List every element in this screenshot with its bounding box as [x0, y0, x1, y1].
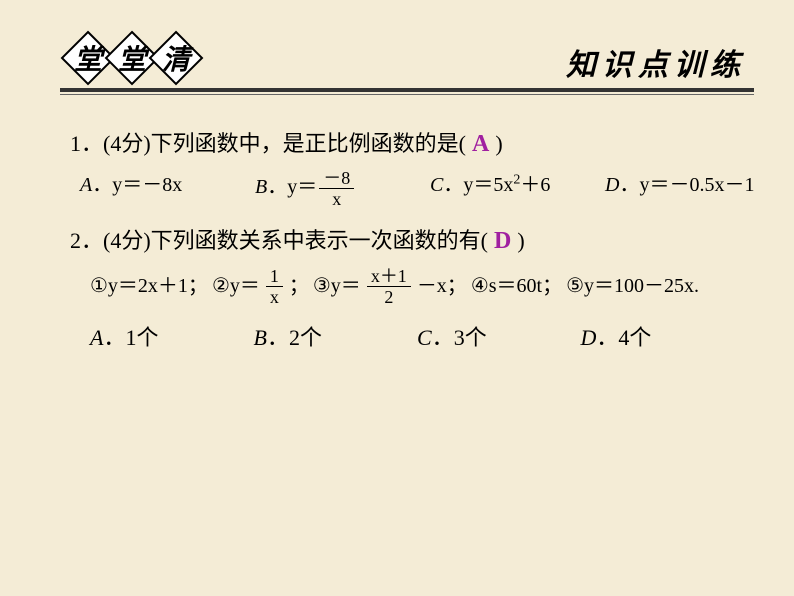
q2-opt-b: B．2个 — [254, 320, 418, 355]
frac-icon: 1x — [266, 267, 283, 306]
q2-formulas: ①y＝2x＋1； ②y＝1x； ③y＝x＋12－x； ④s＝60t； ⑤y＝10… — [90, 267, 744, 306]
diamond-char-2: 堂 — [118, 38, 146, 78]
diamond-3: 清 — [148, 30, 204, 86]
header-divider — [60, 88, 754, 92]
q2-f4: ④s＝60t； — [471, 270, 562, 302]
q1-opt-d: D．y＝－0.5x－1 — [605, 169, 754, 208]
q1-opt-a: A．y＝－8x — [80, 169, 255, 208]
q1-text-pre: 1．(4分)下列函数中，是正比例函数的是( — [70, 126, 466, 161]
q1-stem: 1．(4分)下列函数中，是正比例函数的是( A ) — [70, 125, 744, 163]
q2-f5: ⑤y＝100－25x. — [566, 270, 699, 302]
q2-f3-post: －x； — [417, 270, 467, 302]
q2-text-pre: 2．(4分)下列函数关系中表示一次函数的有( — [70, 223, 488, 258]
q2-f2-pre: ②y＝ — [212, 270, 260, 302]
q1-opt-c: C．y＝5x2＋6 — [430, 169, 605, 208]
q2-text-post: ) — [517, 223, 524, 258]
q2-f1: ①y＝2x＋1； — [90, 270, 208, 302]
q2-f3-pre: ③y＝ — [313, 270, 361, 302]
frac-icon: x＋12 — [367, 267, 411, 306]
section-title: 知识点训练 — [566, 40, 746, 84]
q2-opt-d: D．4个 — [581, 320, 745, 355]
q2-f2-post: ； — [289, 270, 309, 302]
header-bar: 堂 堂 清 知识点训练 — [0, 0, 794, 95]
q2-stem: 2．(4分)下列函数关系中表示一次函数的有( D ) — [70, 222, 744, 260]
q2-opt-a: A．1个 — [90, 320, 254, 355]
content-area: 1．(4分)下列函数中，是正比例函数的是( A ) A．y＝－8x B．y＝－8… — [0, 95, 794, 355]
q2-options: A．1个 B．2个 C．3个 D．4个 — [90, 320, 744, 355]
diamond-char-1: 堂 — [74, 38, 102, 78]
q2-opt-c: C．3个 — [417, 320, 581, 355]
diamond-char-3: 清 — [162, 38, 190, 78]
q1-text-post: ) — [495, 126, 502, 161]
frac-icon: －8x — [319, 169, 354, 208]
diamond-group: 堂 堂 清 — [60, 30, 192, 86]
q1-opt-b: B．y＝－8x — [255, 169, 430, 208]
q2-answer: D — [494, 222, 511, 260]
q1-answer: A — [472, 125, 489, 163]
q1-options: A．y＝－8x B．y＝－8x C．y＝5x2＋6 D．y＝－0.5x－1 — [80, 169, 744, 208]
